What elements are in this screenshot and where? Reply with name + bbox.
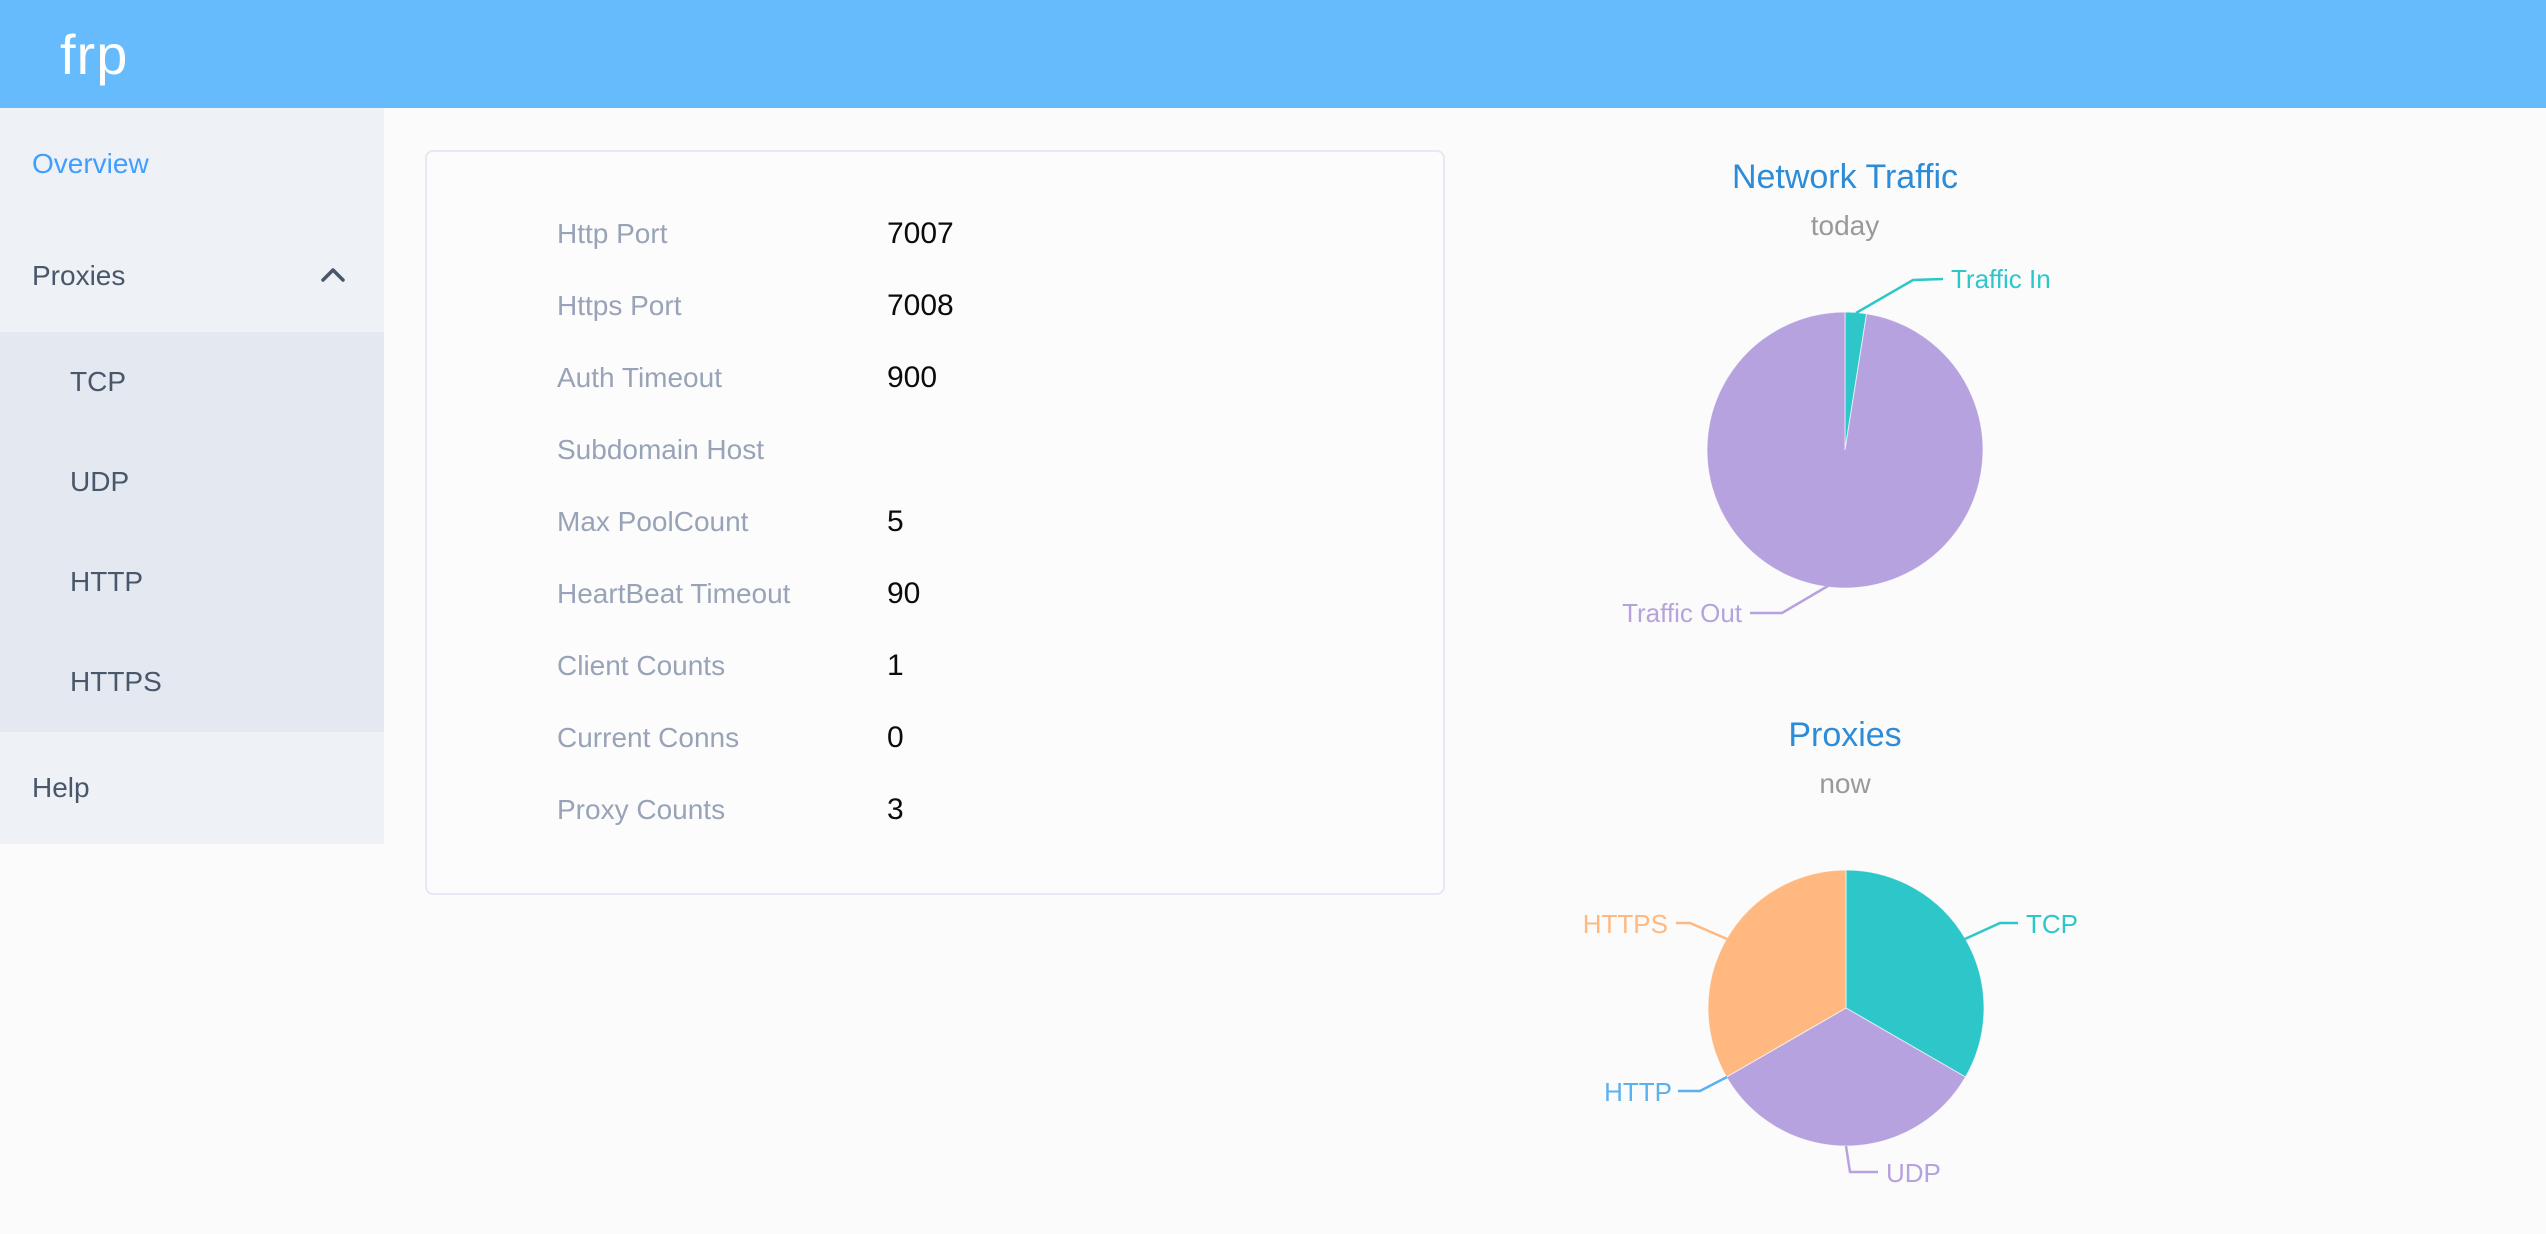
config-row: Current Conns 0 <box>557 702 1383 774</box>
sidebar-item-http[interactable]: HTTP <box>0 532 384 632</box>
config-value: 1 <box>887 649 904 682</box>
proxies-title: Proxies <box>1788 716 1902 754</box>
proxies-subtitle: now <box>1819 768 1871 799</box>
config-value: 3 <box>887 793 904 826</box>
sidebar-item-label: TCP <box>70 366 126 397</box>
traffic-in-label: Traffic In <box>1951 264 2051 294</box>
network-traffic-title: Network Traffic <box>1731 158 1959 196</box>
tcp-label-line <box>1964 921 2018 941</box>
config-row: Max PoolCount 5 <box>557 486 1383 558</box>
config-value: 5 <box>887 505 904 538</box>
sidebar-item-help[interactable]: Help <box>0 732 384 844</box>
config-label: HeartBeat Timeout <box>557 578 791 609</box>
sidebar-item-https[interactable]: HTTPS <box>0 632 384 732</box>
config-value: 0 <box>887 721 904 754</box>
traffic-in-label-line <box>1855 277 1944 315</box>
config-label: Proxy Counts <box>557 794 726 825</box>
config-label: Https Port <box>557 290 682 321</box>
config-value: 7008 <box>887 289 954 322</box>
sidebar-item-proxies[interactable]: Proxies <box>0 220 384 332</box>
sidebar-item-label: Overview <box>32 148 149 179</box>
proxies-pie-chart[interactable]: TCP HTTPS HTTP UDP <box>1583 850 2095 1234</box>
pie-slice-traffic-out[interactable] <box>1706 311 1984 589</box>
udp-label-line <box>1844 1145 1878 1174</box>
sidebar-item-label: Proxies <box>32 260 126 291</box>
traffic-out-label: Traffic Out <box>1622 598 1743 628</box>
overview-card: Http Port 7007 Https Port 7008 Auth Time… <box>425 150 1445 895</box>
config-value: 7007 <box>887 217 954 250</box>
config-label: Subdomain Host <box>557 434 765 465</box>
sidebar-item-overview[interactable]: Overview <box>0 108 384 220</box>
config-row: Subdomain Host <box>557 414 1383 486</box>
config-label: Http Port <box>557 218 668 249</box>
config-value: 90 <box>887 577 921 610</box>
sidebar-submenu-proxies: TCP UDP HTTP HTTPS <box>0 332 384 732</box>
config-row: Https Port 7008 <box>557 270 1383 342</box>
config-value: 900 <box>887 361 938 394</box>
sidebar-item-label: Help <box>32 772 90 803</box>
config-label: Current Conns <box>557 722 740 753</box>
tcp-label: TCP <box>2026 909 2078 939</box>
sidebar-item-label: HTTPS <box>70 666 162 697</box>
https-label-line <box>1676 921 1728 941</box>
config-label: Max PoolCount <box>557 506 749 537</box>
sidebar-item-udp[interactable]: UDP <box>0 432 384 532</box>
sidebar: Overview Proxies TCP UDP HTTP HTTPS Help <box>0 108 384 844</box>
network-traffic-pie-chart[interactable]: Traffic In Traffic Out <box>1595 250 2095 650</box>
config-row: Client Counts 1 <box>557 630 1383 702</box>
udp-label: UDP <box>1886 1158 1941 1188</box>
traffic-out-label-line <box>1750 581 1834 615</box>
sidebar-item-tcp[interactable]: TCP <box>0 332 384 432</box>
config-table: Http Port 7007 Https Port 7008 Auth Time… <box>557 198 1383 846</box>
sidebar-item-label: HTTP <box>70 566 144 597</box>
pie-slice-udp[interactable] <box>1725 1007 1967 1147</box>
config-row: Http Port 7007 <box>557 198 1383 270</box>
config-label: Client Counts <box>557 650 726 681</box>
http-label: HTTP <box>1604 1077 1672 1107</box>
http-label-line <box>1678 1075 1728 1093</box>
app-header: frp <box>0 0 2546 108</box>
config-label: Auth Timeout <box>557 362 722 393</box>
config-row: Auth Timeout 900 <box>557 342 1383 414</box>
frp-logo: frp <box>60 22 129 86</box>
config-row: HeartBeat Timeout 90 <box>557 558 1383 630</box>
sidebar-item-label: UDP <box>70 466 130 497</box>
chevron-up-icon <box>321 268 345 282</box>
config-row: Proxy Counts 3 <box>557 774 1383 846</box>
network-traffic-subtitle: today <box>1810 210 1880 241</box>
https-label: HTTPS <box>1583 909 1668 939</box>
